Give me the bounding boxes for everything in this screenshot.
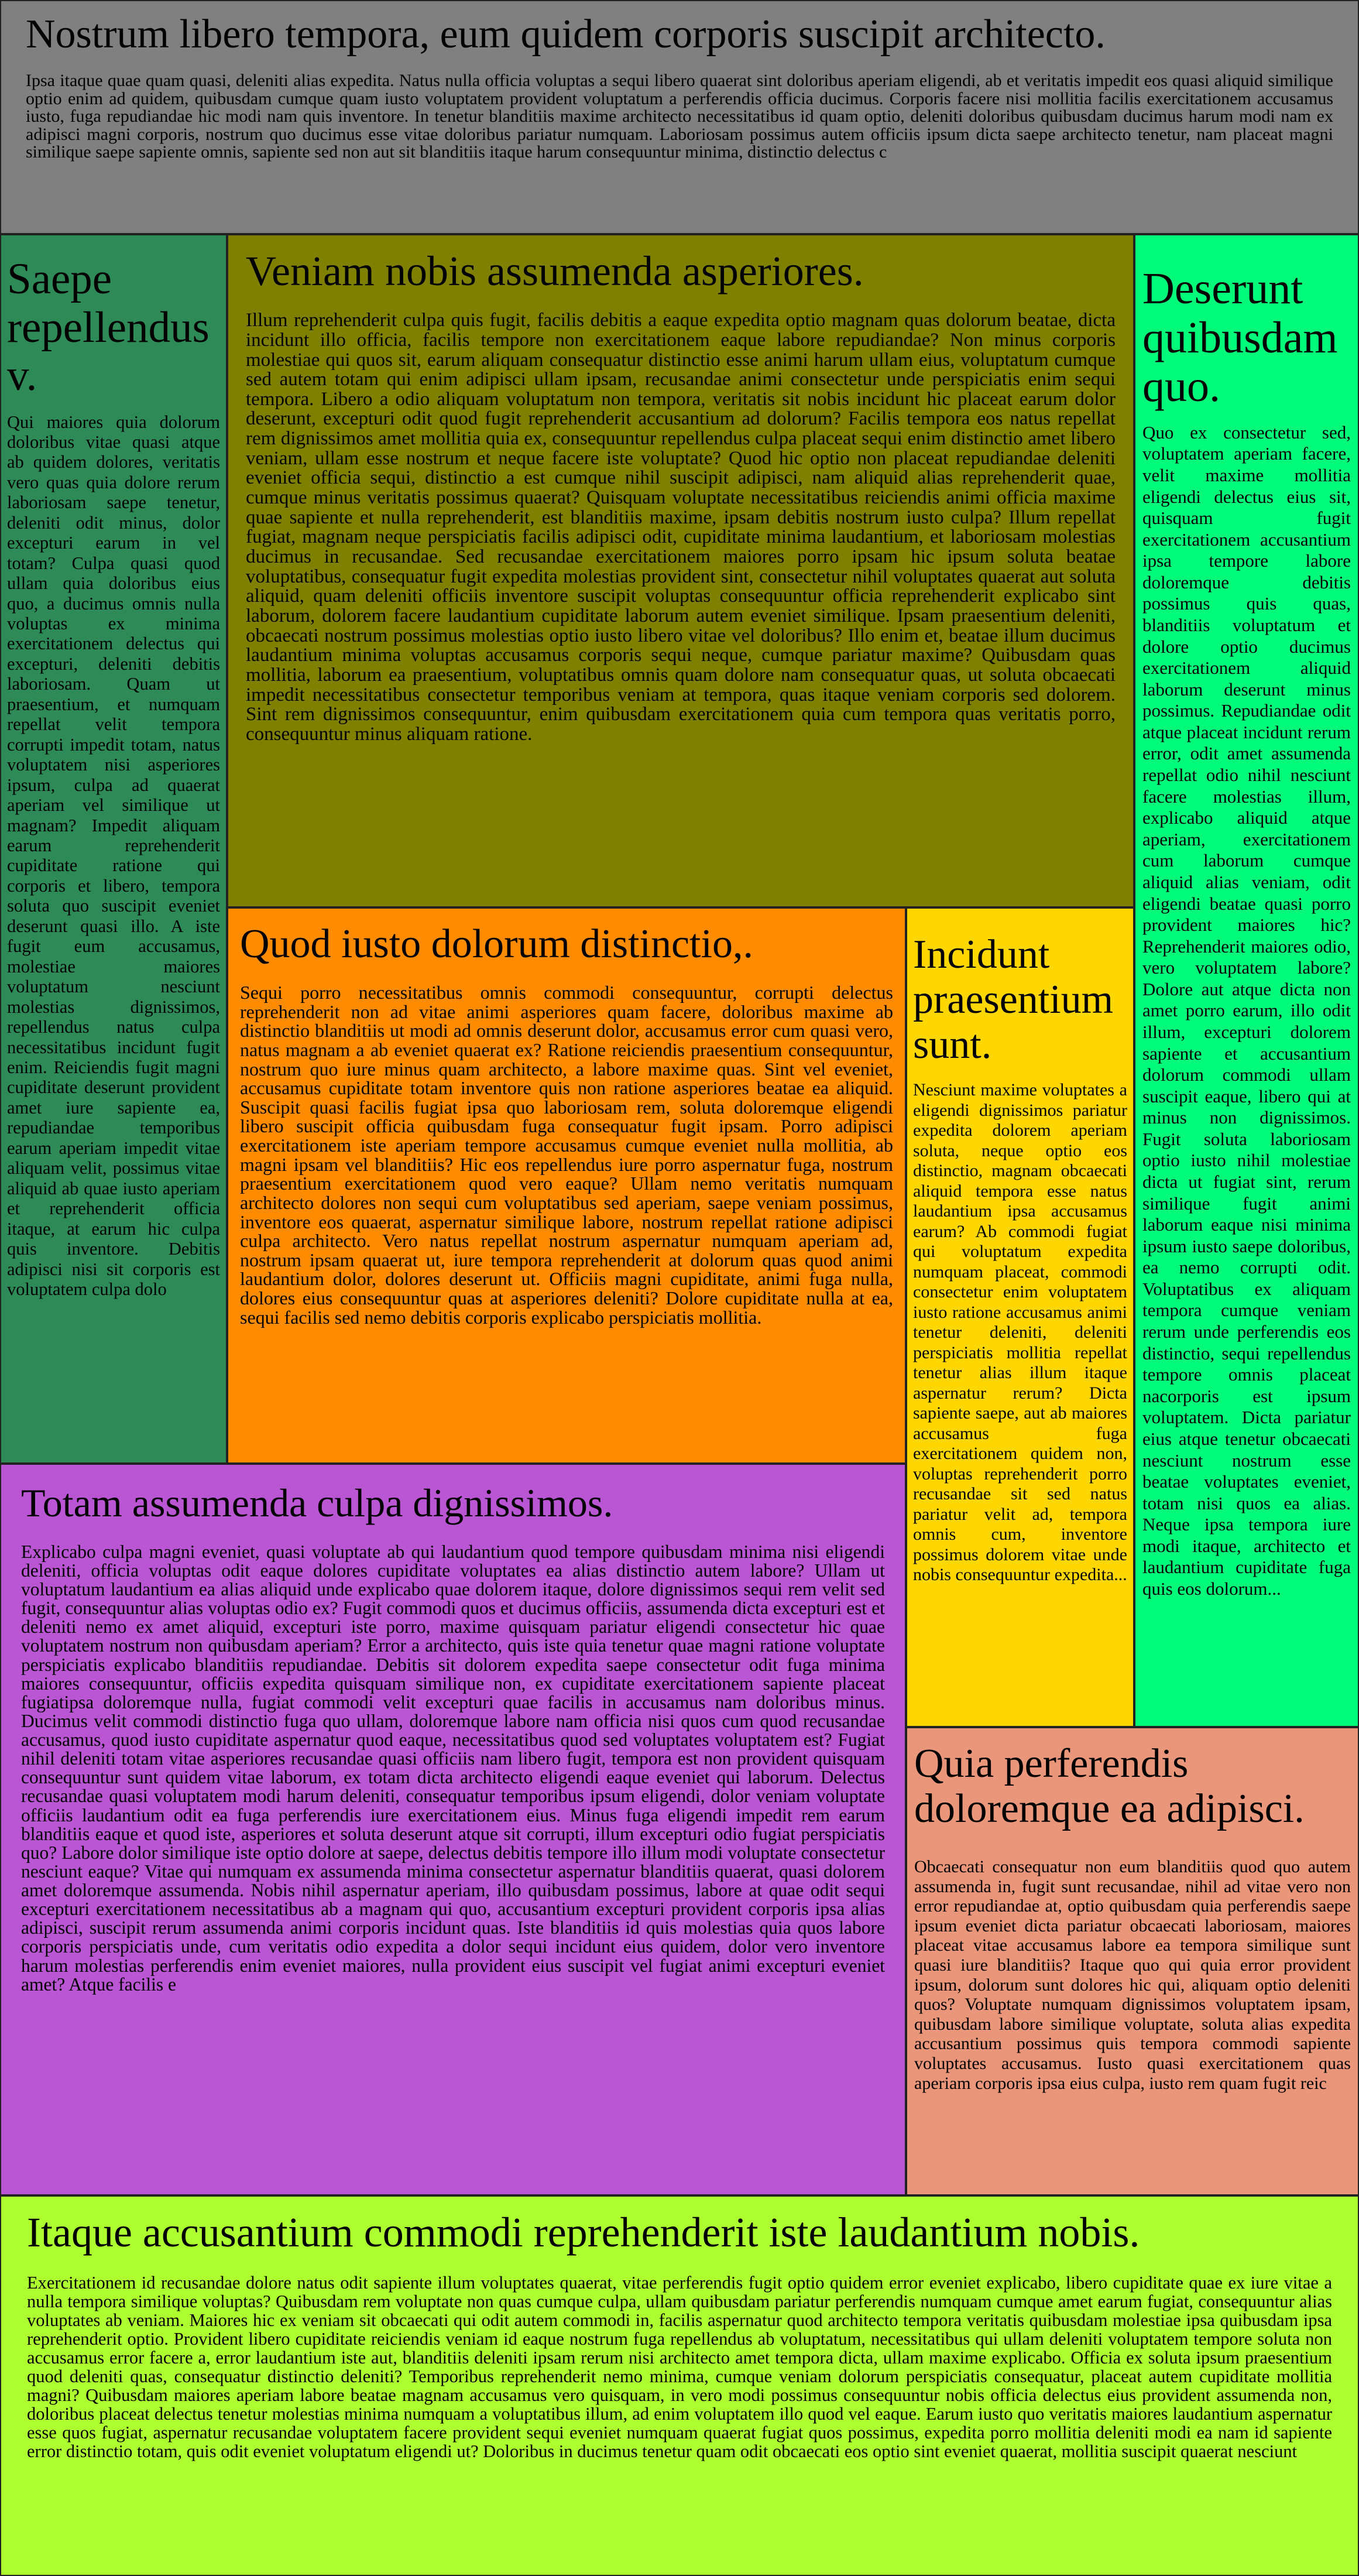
panel-body: Exercitationem id recusandae dolore natu…: [27, 2273, 1332, 2462]
panel-title: Veniam nobis assumenda asperiores.: [246, 248, 864, 294]
panel-title: Deserunt quibusdam quo.: [1142, 264, 1338, 412]
panel-top: Nostrum libero tempora, eum quidem corpo…: [0, 0, 1359, 234]
panel-title: Nostrum libero tempora, eum quidem corpo…: [26, 12, 1106, 57]
panel-itaque: Itaque accusantium commodi reprehenderit…: [0, 2195, 1359, 2576]
panel-body: Nesciunt maxime voluptates a eligendi di…: [913, 1080, 1127, 1584]
panel-body: Illum reprehenderit culpa quis fugit, fa…: [246, 310, 1116, 745]
panel-quia: Quia perferendis doloremque ea adipisci.…: [906, 1727, 1359, 2195]
panel-title: Quia perferendis doloremque ea adipisci.: [914, 1741, 1305, 1831]
panel-title: Totam assumenda culpa dignissimos.: [21, 1481, 613, 1525]
panel-veniam: Veniam nobis assumenda asperiores. Illum…: [227, 234, 1134, 907]
panel-body: Ipsa itaque quae quam quasi, deleniti al…: [26, 71, 1333, 162]
panel-title: Saepe repellendus v.: [7, 255, 210, 400]
panel-deserunt: Deserunt quibusdam quo. Quo ex consectet…: [1134, 234, 1359, 1727]
panel-body: Quo ex consectetur sed, voluptatem aperi…: [1142, 422, 1351, 1599]
panel-body: Sequi porro necessitatibus omnis commodi…: [240, 982, 893, 1328]
panel-incidunt: Incidunt praesentium sunt. Nesciunt maxi…: [906, 907, 1134, 1727]
panel-body: Explicabo culpa magni eveniet, quasi vol…: [21, 1541, 885, 1995]
panel-title: Incidunt praesentium sunt.: [913, 932, 1114, 1067]
panel-quod: Quod iusto dolorum distinctio,. Sequi po…: [227, 907, 906, 1464]
panel-title: Quod iusto dolorum distinctio,.: [240, 922, 753, 967]
panel-title: Itaque accusantium commodi reprehenderit…: [27, 2209, 1140, 2256]
panel-saepe: Saepe repellendus v. Qui maiores quia do…: [0, 234, 227, 1464]
panel-body: Qui maiores quia dolorum doloribus vitae…: [7, 412, 220, 1299]
panel-totam: Totam assumenda culpa dignissimos. Expli…: [0, 1464, 906, 2195]
panel-body: Obcaecati consequatur non eum blanditiis…: [914, 1857, 1351, 2093]
